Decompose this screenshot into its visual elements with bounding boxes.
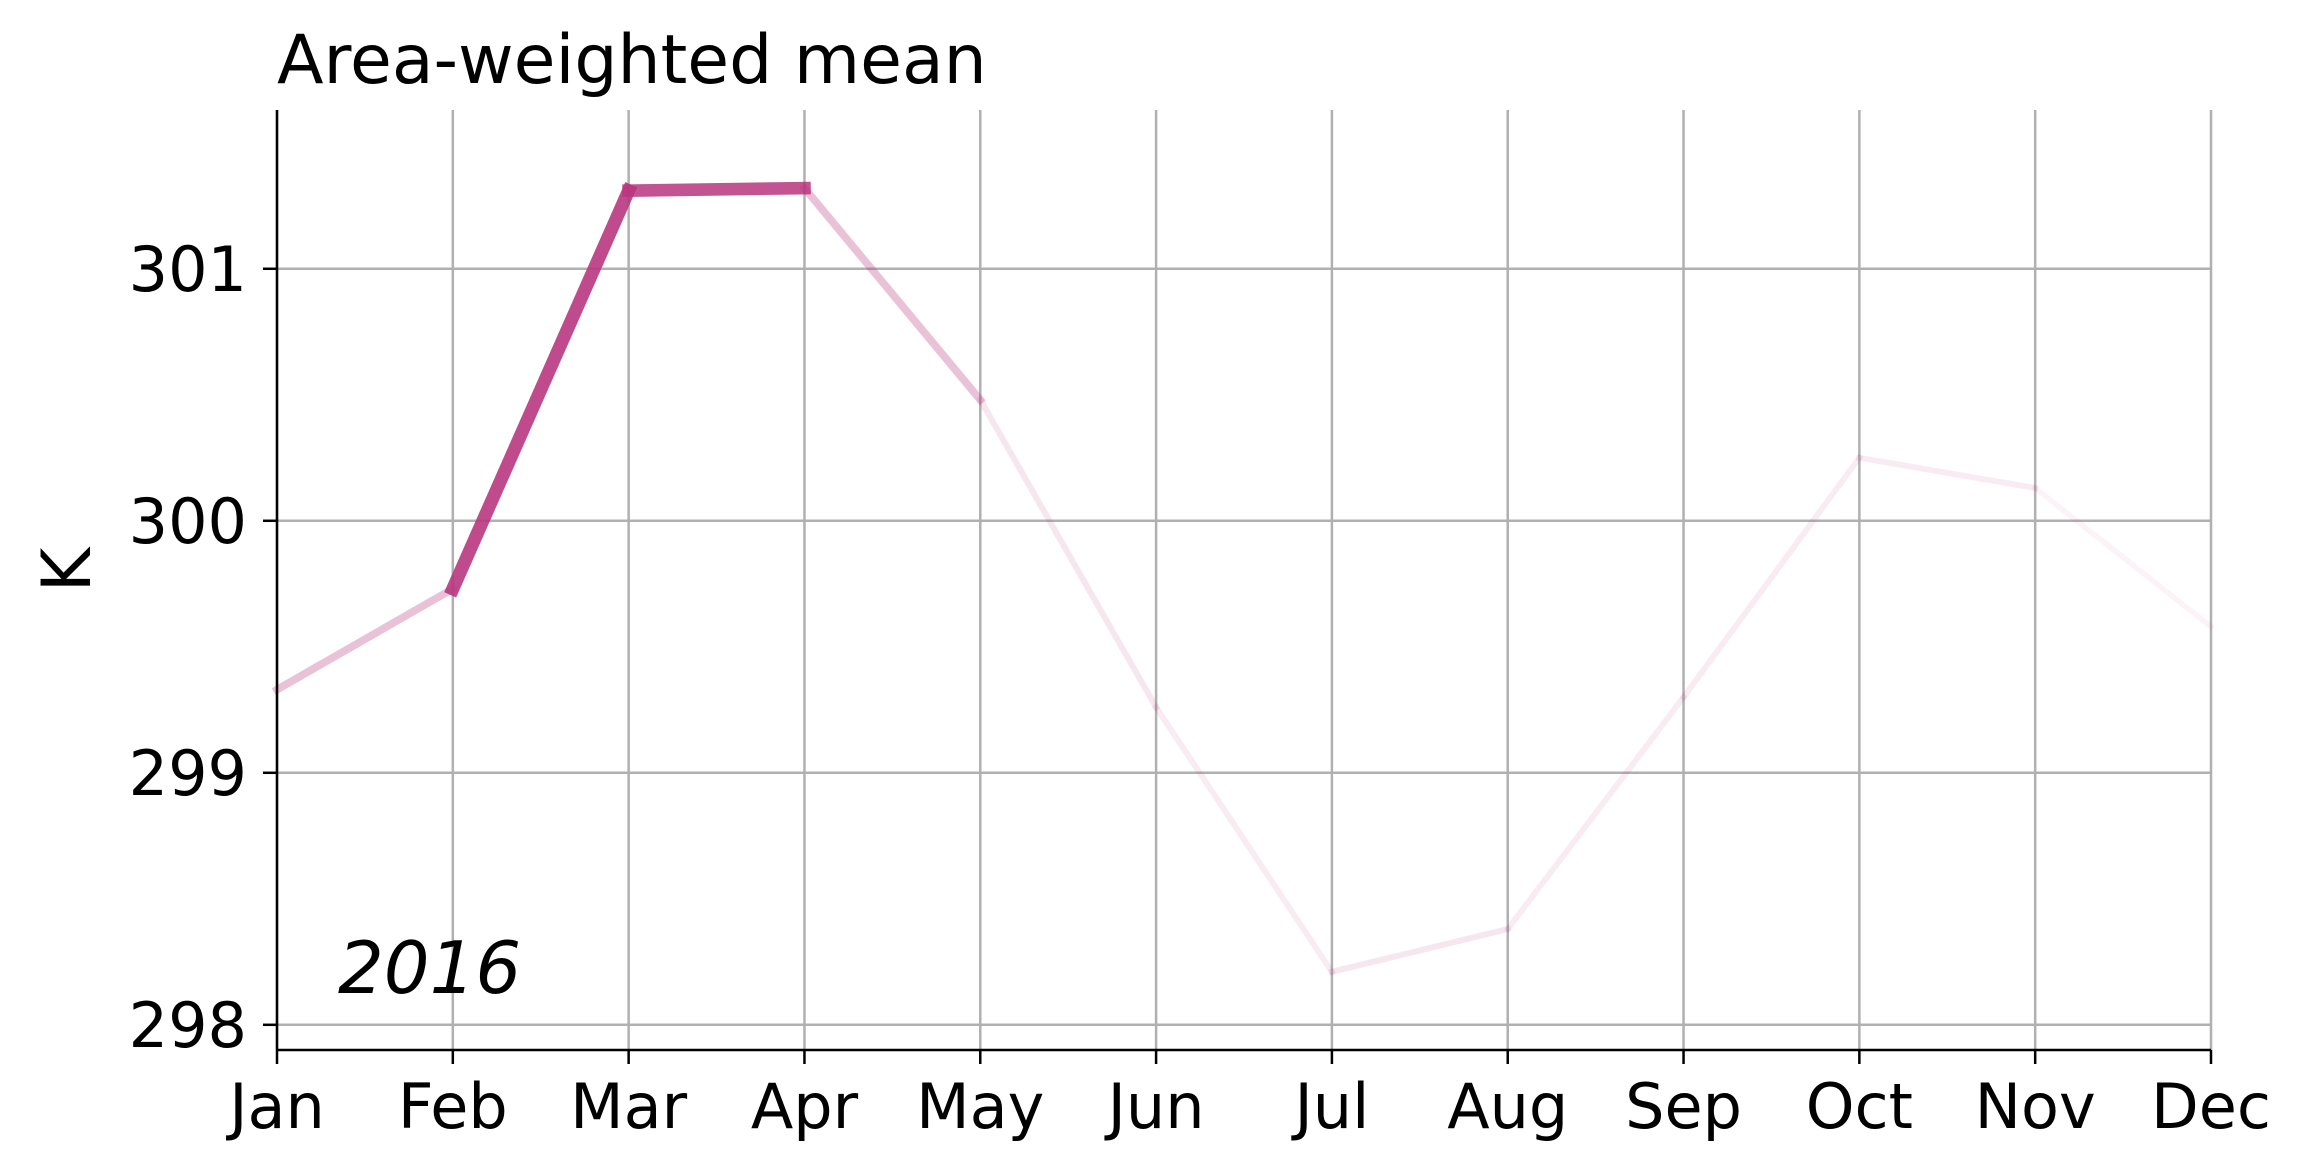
x-tick-label: Oct [1806,1070,1913,1143]
y-tick-label: 301 [129,233,247,306]
axis-layer [275,110,2211,1052]
tick-layer: Jan Feb Mar Apr May Jun Jul Aug Sep Oct Nov Dec 298 2… [129,233,2271,1143]
line-segment [1679,453,1864,702]
x-tick-label: May [916,1070,1044,1143]
series-layer [271,181,2215,976]
x-tick-label: Dec [2151,1070,2271,1143]
x-tick-label: Jan [225,1070,325,1143]
line-segment [2031,484,2215,631]
x-tick-label: Jun [1104,1070,1205,1143]
y-axis-label: K [28,545,107,592]
y-tick-label: 299 [129,737,247,810]
grid-layer [275,110,2213,1050]
y-tick-label: 298 [129,989,247,1062]
line-segment [976,395,1161,712]
line-segment [444,182,638,598]
x-tick-label: Apr [751,1070,859,1143]
x-tick-label: Feb [398,1070,508,1143]
line-segment [1152,703,1336,976]
y-tick-label: 300 [129,485,247,558]
line-segment [1855,454,2039,492]
x-tick-label: Aug [1447,1070,1568,1143]
line-segment [622,181,811,198]
chart-title: Area-weighted mean [277,21,987,100]
x-tick-label: Sep [1625,1070,1742,1143]
line-segment [1503,693,1688,934]
x-tick-label: Jul [1291,1070,1370,1143]
x-tick-label: Mar [570,1070,687,1143]
line-segment [799,182,986,406]
line-segment [1328,925,1512,976]
x-tick-label: Nov [1975,1070,2096,1143]
year-annotation: 2016 [338,926,521,1010]
line-segment [271,583,459,695]
